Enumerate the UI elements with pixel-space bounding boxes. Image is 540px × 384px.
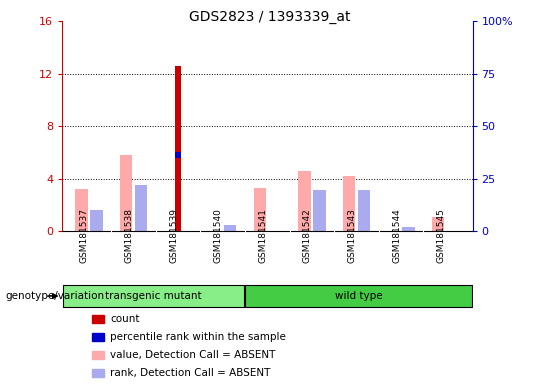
Bar bbox=[432, 217, 444, 231]
Text: GSM181538: GSM181538 bbox=[125, 208, 133, 263]
Text: rank, Detection Call = ABSENT: rank, Detection Call = ABSENT bbox=[110, 368, 271, 378]
Text: value, Detection Call = ABSENT: value, Detection Call = ABSENT bbox=[110, 350, 275, 360]
Text: GSM181543: GSM181543 bbox=[348, 208, 356, 263]
Bar bbox=[90, 210, 103, 231]
Text: genotype/variation: genotype/variation bbox=[5, 291, 105, 301]
Bar bbox=[134, 185, 147, 231]
Text: GSM181545: GSM181545 bbox=[437, 208, 445, 263]
Text: GSM181540: GSM181540 bbox=[214, 208, 222, 263]
Bar bbox=[254, 188, 266, 231]
Text: wild type: wild type bbox=[335, 291, 382, 301]
Text: GSM181537: GSM181537 bbox=[80, 208, 89, 263]
Text: percentile rank within the sample: percentile rank within the sample bbox=[110, 332, 286, 342]
Bar bbox=[245, 285, 471, 307]
Bar bbox=[298, 171, 310, 231]
Bar bbox=[343, 176, 355, 231]
Text: GSM181544: GSM181544 bbox=[392, 208, 401, 263]
Text: GSM181539: GSM181539 bbox=[169, 208, 178, 263]
Bar bbox=[176, 66, 181, 231]
Bar bbox=[120, 155, 132, 231]
Bar bbox=[358, 190, 370, 231]
Text: count: count bbox=[110, 314, 140, 324]
Bar bbox=[75, 189, 87, 231]
Text: transgenic mutant: transgenic mutant bbox=[105, 291, 201, 301]
Bar bbox=[313, 190, 326, 231]
Text: GSM181542: GSM181542 bbox=[303, 208, 312, 263]
Bar bbox=[63, 285, 244, 307]
Text: GDS2823 / 1393339_at: GDS2823 / 1393339_at bbox=[189, 10, 351, 23]
Bar bbox=[402, 227, 415, 231]
Bar bbox=[224, 225, 237, 231]
Bar bbox=[176, 152, 181, 158]
Text: GSM181541: GSM181541 bbox=[258, 208, 267, 263]
